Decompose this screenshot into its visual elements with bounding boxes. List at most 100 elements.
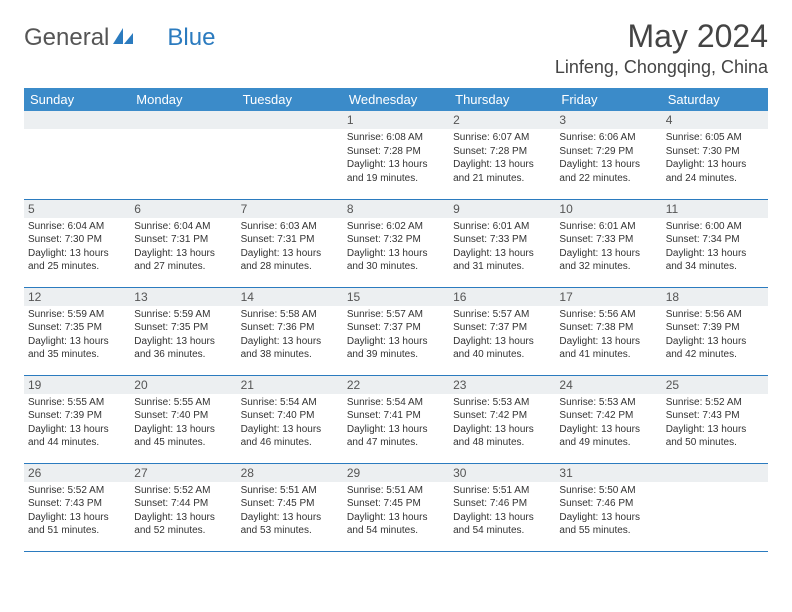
calendar-day-cell bbox=[662, 463, 768, 551]
day-number: 26 bbox=[24, 464, 130, 482]
day-details: Sunrise: 5:51 AMSunset: 7:45 PMDaylight:… bbox=[347, 484, 445, 538]
calendar-day-cell: 29 Sunrise: 5:51 AMSunset: 7:45 PMDayligh… bbox=[343, 463, 449, 551]
day-details: Sunrise: 5:52 AMSunset: 7:43 PMDaylight:… bbox=[28, 484, 126, 538]
calendar-day-cell: 5 Sunrise: 6:04 AMSunset: 7:30 PMDaylight… bbox=[24, 199, 130, 287]
calendar-day-cell: 24Sunrise: 5:53 AMSunset: 7:42 PMDayligh… bbox=[555, 375, 661, 463]
calendar-day-cell bbox=[130, 111, 236, 199]
location-text: Linfeng, Chongqing, China bbox=[555, 57, 768, 78]
day-details: Sunrise: 5:50 AMSunset: 7:46 PMDaylight:… bbox=[559, 484, 657, 538]
calendar-day-cell: 8 Sunrise: 6:02 AMSunset: 7:32 PMDaylight… bbox=[343, 199, 449, 287]
day-number: 4 bbox=[662, 111, 768, 129]
weekday-header: Thursday bbox=[449, 88, 555, 111]
calendar-day-cell: 9 Sunrise: 6:01 AMSunset: 7:33 PMDaylight… bbox=[449, 199, 555, 287]
calendar-page: General Blue May 2024 Linfeng, Chongqing… bbox=[0, 0, 792, 570]
logo: General Blue bbox=[24, 24, 215, 52]
day-details: Sunrise: 5:52 AMSunset: 7:44 PMDaylight:… bbox=[134, 484, 232, 538]
calendar-week-row: 12Sunrise: 5:59 AMSunset: 7:35 PMDayligh… bbox=[24, 287, 768, 375]
day-number: 21 bbox=[237, 376, 343, 394]
day-number: 16 bbox=[449, 288, 555, 306]
calendar-day-cell bbox=[24, 111, 130, 199]
day-details: Sunrise: 6:01 AMSunset: 7:33 PMDaylight:… bbox=[453, 220, 551, 274]
calendar-day-cell: 19 Sunrise: 5:55 AMSunset: 7:39 PMDayligh… bbox=[24, 375, 130, 463]
day-details: Sunrise: 6:03 AMSunset: 7:31 PMDaylight:… bbox=[241, 220, 339, 274]
day-details: Sunrise: 5:51 AMSunset: 7:45 PMDaylight:… bbox=[241, 484, 339, 538]
day-number: 29 bbox=[343, 464, 449, 482]
weekday-header: Sunday bbox=[24, 88, 130, 111]
day-details: Sunrise: 5:57 AMSunset: 7:37 PMDaylight:… bbox=[453, 308, 551, 362]
calendar-day-cell: 15 Sunrise: 5:57 AMSunset: 7:37 PMDayligh… bbox=[343, 287, 449, 375]
day-number: 27 bbox=[130, 464, 236, 482]
logo-text-blue: Blue bbox=[167, 24, 215, 52]
day-number: 13 bbox=[130, 288, 236, 306]
calendar-day-cell: 26 Sunrise: 5:52 AMSunset: 7:43 PMDayligh… bbox=[24, 463, 130, 551]
calendar-day-cell: 25 Sunrise: 5:52 AMSunset: 7:43 PMDayligh… bbox=[662, 375, 768, 463]
calendar-week-row: 1Sunrise: 6:08 AMSunset: 7:28 PMDaylight… bbox=[24, 111, 768, 199]
calendar-day-cell: 31 Sunrise: 5:50 AMSunset: 7:46 PMDayligh… bbox=[555, 463, 661, 551]
calendar-day-cell: 22Sunrise: 5:54 AMSunset: 7:41 PMDayligh… bbox=[343, 375, 449, 463]
day-details: Sunrise: 5:55 AMSunset: 7:39 PMDaylight:… bbox=[28, 396, 126, 450]
day-details: Sunrise: 5:59 AMSunset: 7:35 PMDaylight:… bbox=[134, 308, 232, 362]
day-details: Sunrise: 5:55 AMSunset: 7:40 PMDaylight:… bbox=[134, 396, 232, 450]
empty-day-bar bbox=[24, 111, 130, 129]
day-number: 9 bbox=[449, 200, 555, 218]
title-block: May 2024 Linfeng, Chongqing, China bbox=[555, 18, 768, 78]
calendar-header: SundayMondayTuesdayWednesdayThursdayFrid… bbox=[24, 88, 768, 111]
day-details: Sunrise: 6:05 AMSunset: 7:30 PMDaylight:… bbox=[666, 131, 764, 185]
day-details: Sunrise: 5:54 AMSunset: 7:41 PMDaylight:… bbox=[347, 396, 445, 450]
calendar-day-cell: 14 Sunrise: 5:58 AMSunset: 7:36 PMDayligh… bbox=[237, 287, 343, 375]
day-details: Sunrise: 6:01 AMSunset: 7:33 PMDaylight:… bbox=[559, 220, 657, 274]
calendar-day-cell: 12 Sunrise: 5:59 AMSunset: 7:35 PMDayligh… bbox=[24, 287, 130, 375]
calendar-day-cell bbox=[237, 111, 343, 199]
day-number: 15 bbox=[343, 288, 449, 306]
calendar-day-cell: 4 Sunrise: 6:05 AMSunset: 7:30 PMDaylight… bbox=[662, 111, 768, 199]
day-details: Sunrise: 5:56 AMSunset: 7:38 PMDaylight:… bbox=[559, 308, 657, 362]
day-number: 7 bbox=[237, 200, 343, 218]
day-number: 5 bbox=[24, 200, 130, 218]
day-details: Sunrise: 5:52 AMSunset: 7:43 PMDaylight:… bbox=[666, 396, 764, 450]
calendar-day-cell: 6 Sunrise: 6:04 AMSunset: 7:31 PMDaylight… bbox=[130, 199, 236, 287]
calendar-day-cell: 2Sunrise: 6:07 AMSunset: 7:28 PMDaylight… bbox=[449, 111, 555, 199]
day-number: 8 bbox=[343, 200, 449, 218]
day-number: 12 bbox=[24, 288, 130, 306]
calendar-day-cell: 16 Sunrise: 5:57 AMSunset: 7:37 PMDayligh… bbox=[449, 287, 555, 375]
day-details: Sunrise: 5:54 AMSunset: 7:40 PMDaylight:… bbox=[241, 396, 339, 450]
weekday-header: Monday bbox=[130, 88, 236, 111]
calendar-week-row: 19 Sunrise: 5:55 AMSunset: 7:39 PMDayligh… bbox=[24, 375, 768, 463]
day-details: Sunrise: 6:04 AMSunset: 7:30 PMDaylight:… bbox=[28, 220, 126, 274]
empty-day-bar bbox=[237, 111, 343, 129]
day-details: Sunrise: 5:56 AMSunset: 7:39 PMDaylight:… bbox=[666, 308, 764, 362]
calendar-day-cell: 10Sunrise: 6:01 AMSunset: 7:33 PMDayligh… bbox=[555, 199, 661, 287]
day-details: Sunrise: 5:57 AMSunset: 7:37 PMDaylight:… bbox=[347, 308, 445, 362]
header-row: General Blue May 2024 Linfeng, Chongqing… bbox=[24, 18, 768, 78]
day-number: 25 bbox=[662, 376, 768, 394]
day-number: 18 bbox=[662, 288, 768, 306]
calendar-day-cell: 23Sunrise: 5:53 AMSunset: 7:42 PMDayligh… bbox=[449, 375, 555, 463]
logo-text-general: General bbox=[24, 24, 109, 52]
calendar-day-cell: 21 Sunrise: 5:54 AMSunset: 7:40 PMDayligh… bbox=[237, 375, 343, 463]
calendar-day-cell: 11Sunrise: 6:00 AMSunset: 7:34 PMDayligh… bbox=[662, 199, 768, 287]
day-number: 19 bbox=[24, 376, 130, 394]
calendar-body: 1Sunrise: 6:08 AMSunset: 7:28 PMDaylight… bbox=[24, 111, 768, 551]
day-details: Sunrise: 6:00 AMSunset: 7:34 PMDaylight:… bbox=[666, 220, 764, 274]
day-number: 3 bbox=[555, 111, 661, 129]
logo-sail-icon bbox=[113, 26, 135, 51]
day-details: Sunrise: 5:59 AMSunset: 7:35 PMDaylight:… bbox=[28, 308, 126, 362]
weekday-header: Saturday bbox=[662, 88, 768, 111]
day-number: 17 bbox=[555, 288, 661, 306]
calendar-day-cell: 30Sunrise: 5:51 AMSunset: 7:46 PMDayligh… bbox=[449, 463, 555, 551]
day-number: 20 bbox=[130, 376, 236, 394]
day-details: Sunrise: 6:04 AMSunset: 7:31 PMDaylight:… bbox=[134, 220, 232, 274]
day-number: 14 bbox=[237, 288, 343, 306]
calendar-day-cell: 1Sunrise: 6:08 AMSunset: 7:28 PMDaylight… bbox=[343, 111, 449, 199]
day-details: Sunrise: 6:02 AMSunset: 7:32 PMDaylight:… bbox=[347, 220, 445, 274]
day-number: 6 bbox=[130, 200, 236, 218]
empty-day-bar bbox=[130, 111, 236, 129]
calendar-day-cell: 7 Sunrise: 6:03 AMSunset: 7:31 PMDaylight… bbox=[237, 199, 343, 287]
day-number: 31 bbox=[555, 464, 661, 482]
day-details: Sunrise: 5:58 AMSunset: 7:36 PMDaylight:… bbox=[241, 308, 339, 362]
day-details: Sunrise: 6:07 AMSunset: 7:28 PMDaylight:… bbox=[453, 131, 551, 185]
page-title: May 2024 bbox=[555, 18, 768, 55]
day-details: Sunrise: 6:08 AMSunset: 7:28 PMDaylight:… bbox=[347, 131, 445, 185]
day-number: 24 bbox=[555, 376, 661, 394]
calendar-day-cell: 18 Sunrise: 5:56 AMSunset: 7:39 PMDayligh… bbox=[662, 287, 768, 375]
